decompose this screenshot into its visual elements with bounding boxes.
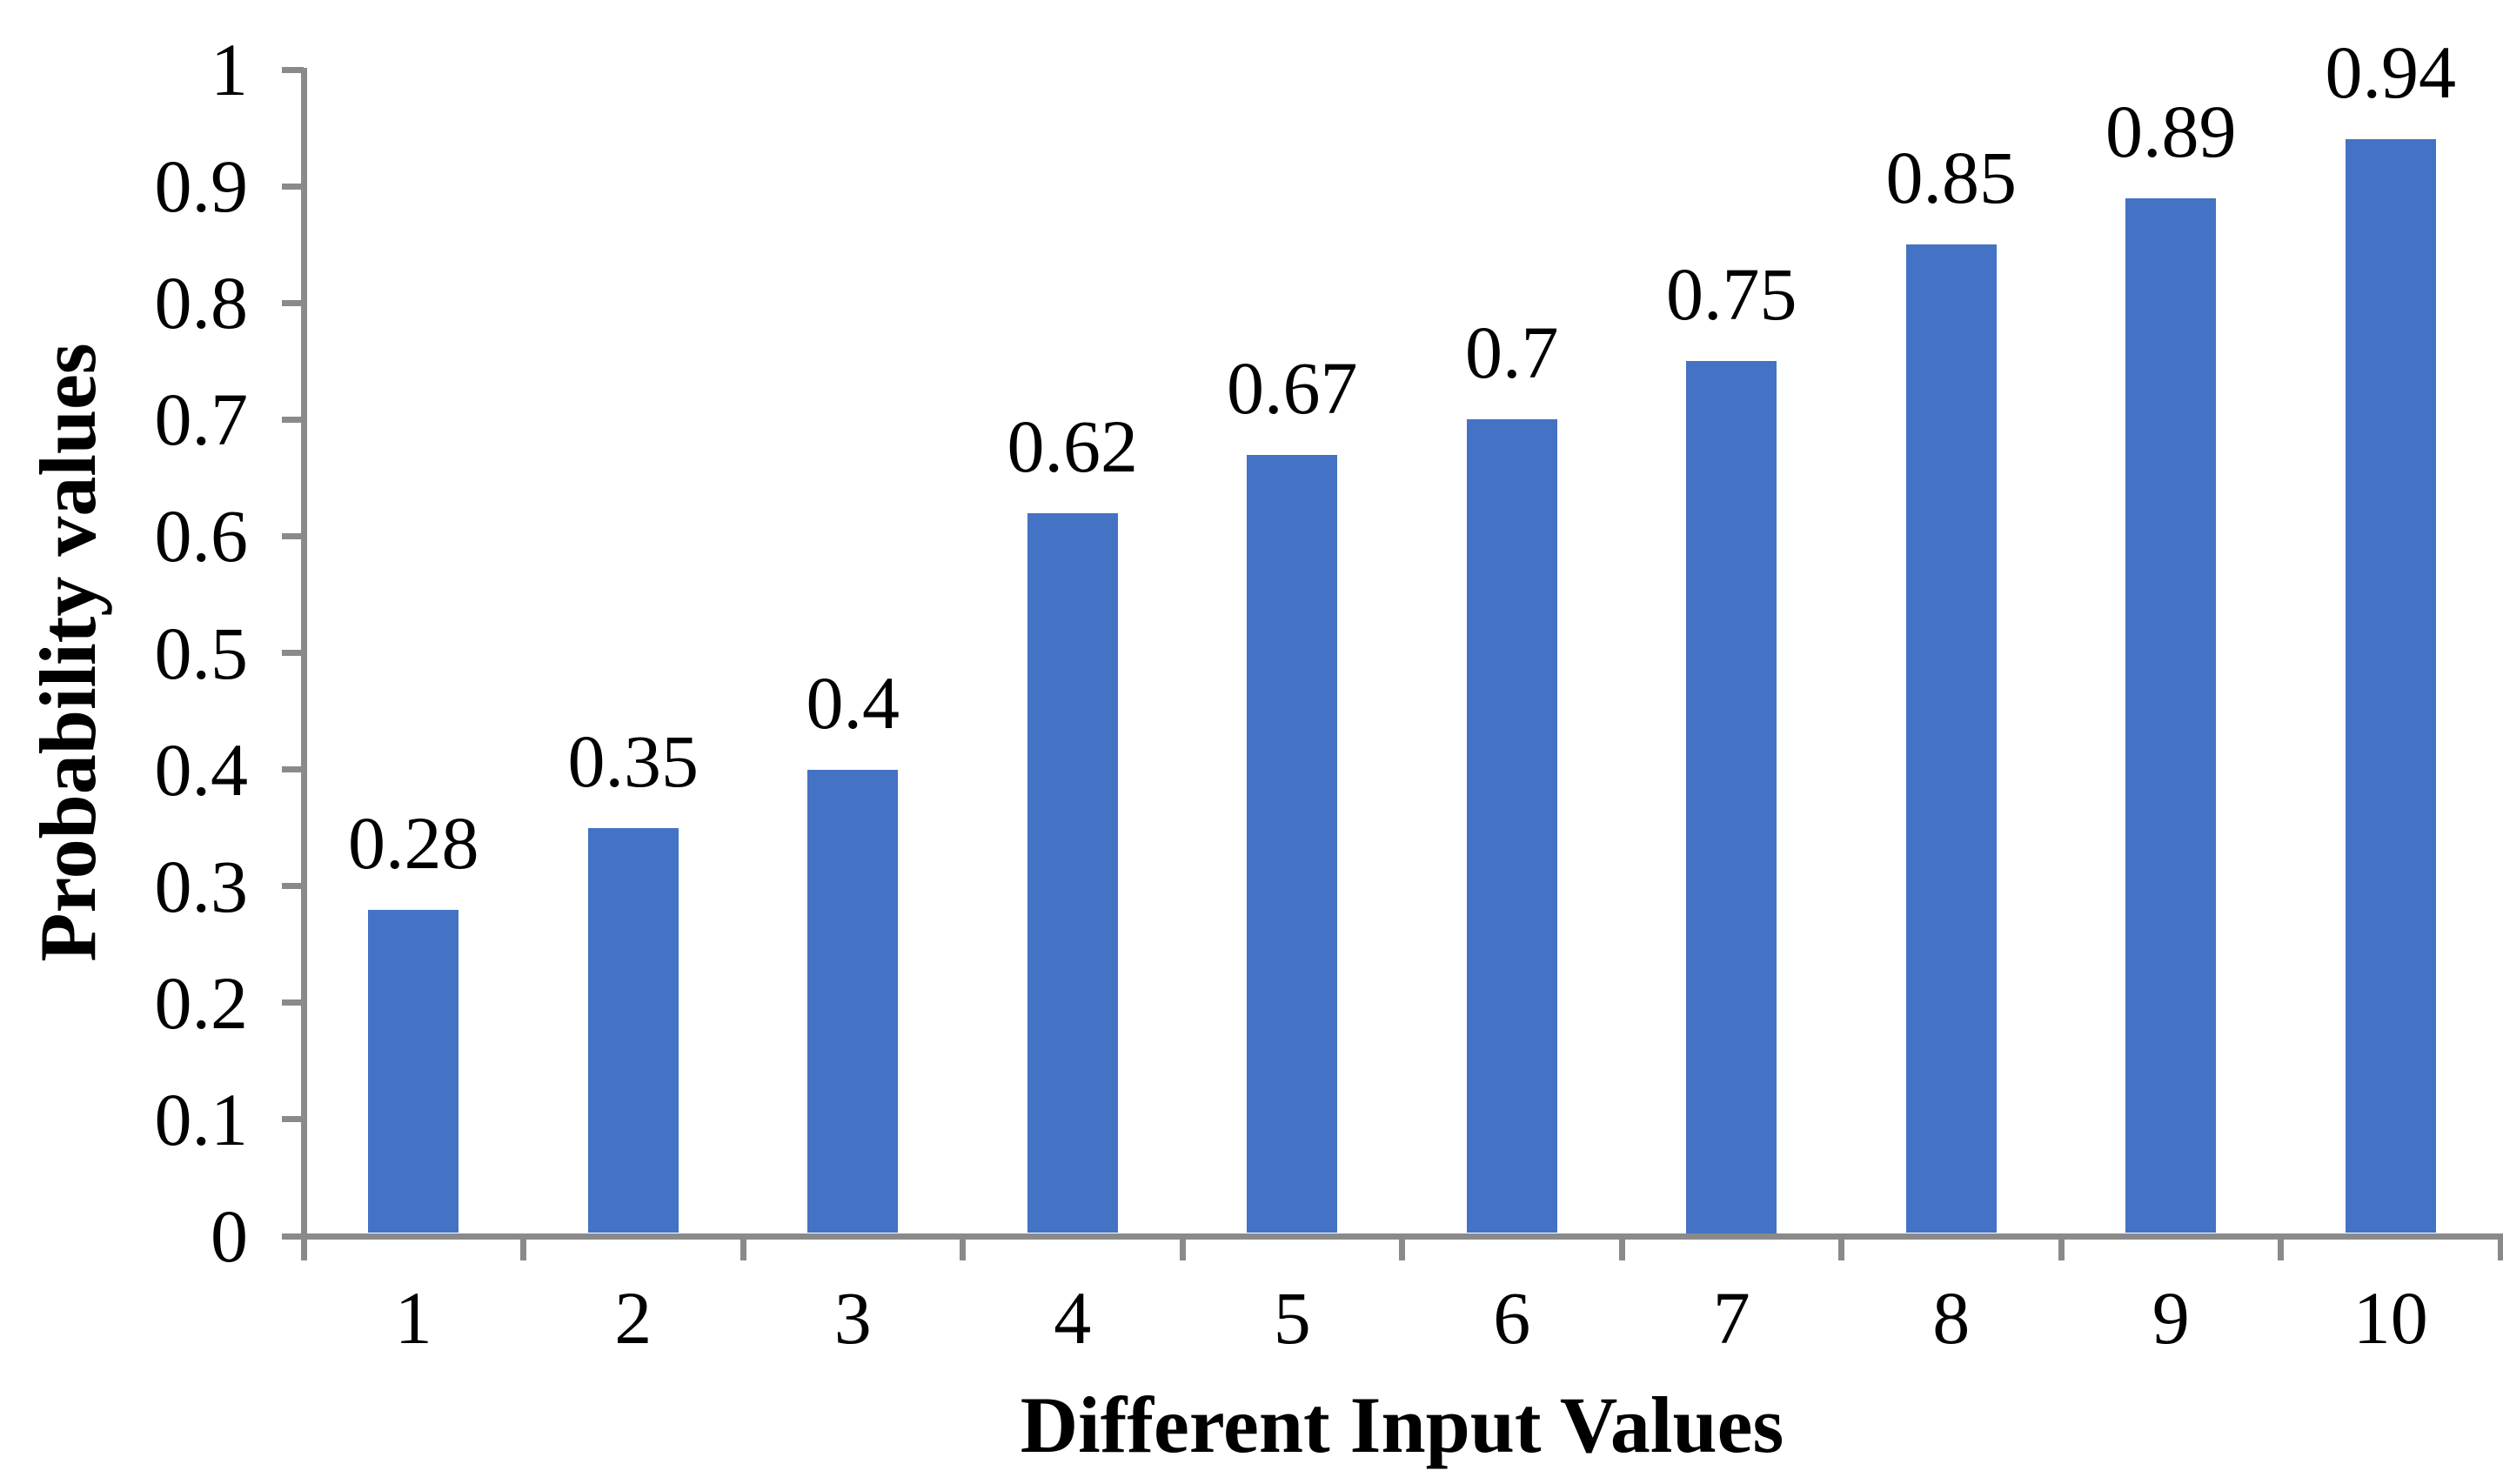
x-tick-label: 10 bbox=[2352, 1276, 2428, 1360]
x-tick bbox=[1618, 1234, 1625, 1260]
y-tick bbox=[282, 532, 304, 539]
bar-value-label: 0.94 bbox=[2325, 30, 2457, 115]
y-tick-label: 0.1 bbox=[154, 1077, 249, 1161]
y-tick-label: 0.7 bbox=[154, 378, 249, 462]
x-tick-label: 3 bbox=[833, 1276, 872, 1360]
bar-value-label: 0.35 bbox=[567, 719, 699, 803]
x-tick bbox=[960, 1234, 966, 1260]
bar-value-label: 0.75 bbox=[1666, 252, 1797, 337]
x-tick-label: 8 bbox=[1932, 1276, 1971, 1360]
bar bbox=[368, 909, 459, 1233]
bar-value-label: 0.85 bbox=[1885, 136, 2018, 220]
bar-value-label: 0.28 bbox=[348, 800, 479, 885]
x-tick-label: 7 bbox=[1712, 1276, 1750, 1360]
y-tick-label: 0.4 bbox=[154, 727, 249, 812]
x-tick bbox=[1179, 1234, 1186, 1260]
x-tick bbox=[2058, 1234, 2065, 1260]
x-axis-title: Different Input Values bbox=[1020, 1380, 1784, 1469]
y-tick bbox=[282, 766, 304, 773]
bar bbox=[2345, 139, 2436, 1233]
y-tick-label: 0.5 bbox=[154, 611, 249, 695]
x-tick bbox=[2497, 1234, 2503, 1260]
y-tick bbox=[282, 650, 304, 656]
y-tick bbox=[282, 183, 304, 190]
y-tick-label: 0.3 bbox=[154, 844, 249, 928]
bar-value-label: 0.89 bbox=[2105, 89, 2237, 173]
x-tick-label: 4 bbox=[1054, 1276, 1092, 1360]
x-tick bbox=[2278, 1234, 2284, 1260]
x-axis-line bbox=[283, 1233, 2503, 1240]
x-tick bbox=[300, 1234, 307, 1260]
bar bbox=[1027, 512, 1118, 1233]
bar bbox=[1247, 454, 1338, 1233]
bar-value-label: 0.4 bbox=[806, 660, 900, 745]
y-tick bbox=[282, 883, 304, 890]
x-tick-label: 1 bbox=[394, 1276, 432, 1360]
y-tick bbox=[282, 66, 304, 73]
x-tick bbox=[740, 1234, 746, 1260]
y-tick bbox=[282, 1233, 304, 1240]
y-axis-line bbox=[300, 68, 307, 1236]
y-tick bbox=[282, 299, 304, 306]
bar bbox=[1466, 419, 1557, 1233]
y-tick-label: 0.8 bbox=[154, 261, 249, 345]
bar bbox=[1686, 361, 1777, 1233]
bar bbox=[1905, 244, 1997, 1233]
x-tick bbox=[1399, 1234, 1405, 1260]
y-tick-label: 0.6 bbox=[154, 494, 249, 578]
bar bbox=[807, 769, 899, 1233]
x-tick-label: 6 bbox=[1493, 1276, 1531, 1360]
y-tick bbox=[282, 999, 304, 1006]
y-tick-label: 1 bbox=[211, 28, 248, 111]
x-tick-label: 2 bbox=[614, 1276, 653, 1360]
bar-value-label: 0.67 bbox=[1227, 345, 1358, 430]
bar-value-label: 0.7 bbox=[1465, 311, 1559, 395]
x-tick-label: 5 bbox=[1273, 1276, 1311, 1360]
bar-value-label: 0.62 bbox=[1007, 404, 1139, 488]
y-tick bbox=[282, 1116, 304, 1123]
x-tick bbox=[520, 1234, 526, 1260]
bar bbox=[2125, 197, 2217, 1233]
y-tick-label: 0.9 bbox=[154, 144, 249, 229]
y-tick bbox=[282, 416, 304, 423]
x-tick-label: 9 bbox=[2152, 1276, 2190, 1360]
x-tick bbox=[1838, 1234, 1844, 1260]
bar bbox=[587, 827, 679, 1233]
y-tick-label: 0 bbox=[211, 1194, 248, 1278]
y-tick-label: 0.2 bbox=[154, 960, 249, 1045]
